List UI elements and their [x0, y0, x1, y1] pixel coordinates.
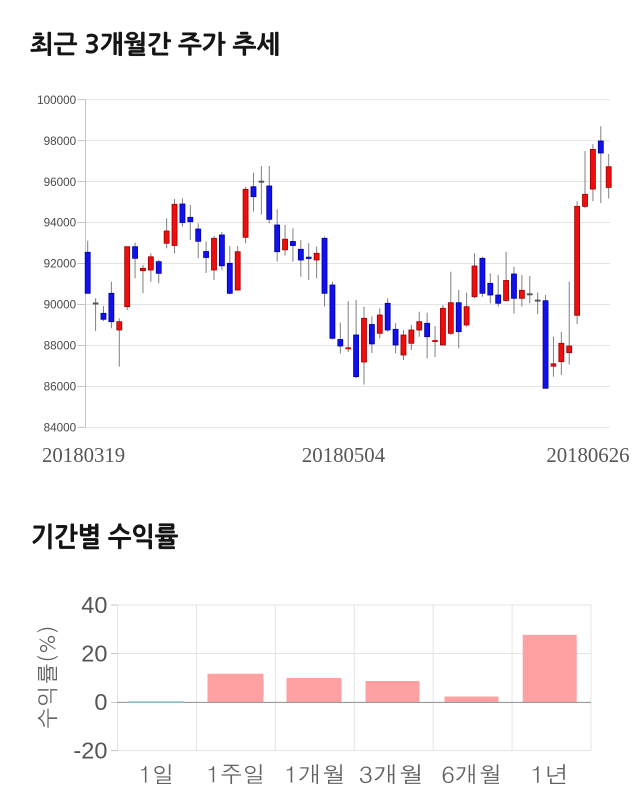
svg-text:90000: 90000: [44, 299, 77, 312]
svg-text:100000: 100000: [37, 94, 77, 107]
svg-text:20: 20: [81, 640, 107, 666]
svg-text:84000: 84000: [44, 422, 77, 435]
svg-text:20180504: 20180504: [302, 444, 386, 467]
svg-text:96000: 96000: [44, 176, 77, 189]
svg-text:98000: 98000: [44, 135, 77, 148]
svg-text:0: 0: [94, 689, 107, 715]
svg-text:94000: 94000: [44, 217, 77, 230]
svg-text:20180626: 20180626: [546, 444, 629, 467]
svg-text:86000: 86000: [44, 381, 77, 394]
svg-text:88000: 88000: [44, 340, 77, 353]
svg-text:92000: 92000: [44, 258, 77, 271]
svg-text:20180319: 20180319: [42, 444, 125, 467]
svg-text:40: 40: [81, 592, 107, 618]
svg-text:-20: -20: [73, 737, 107, 763]
